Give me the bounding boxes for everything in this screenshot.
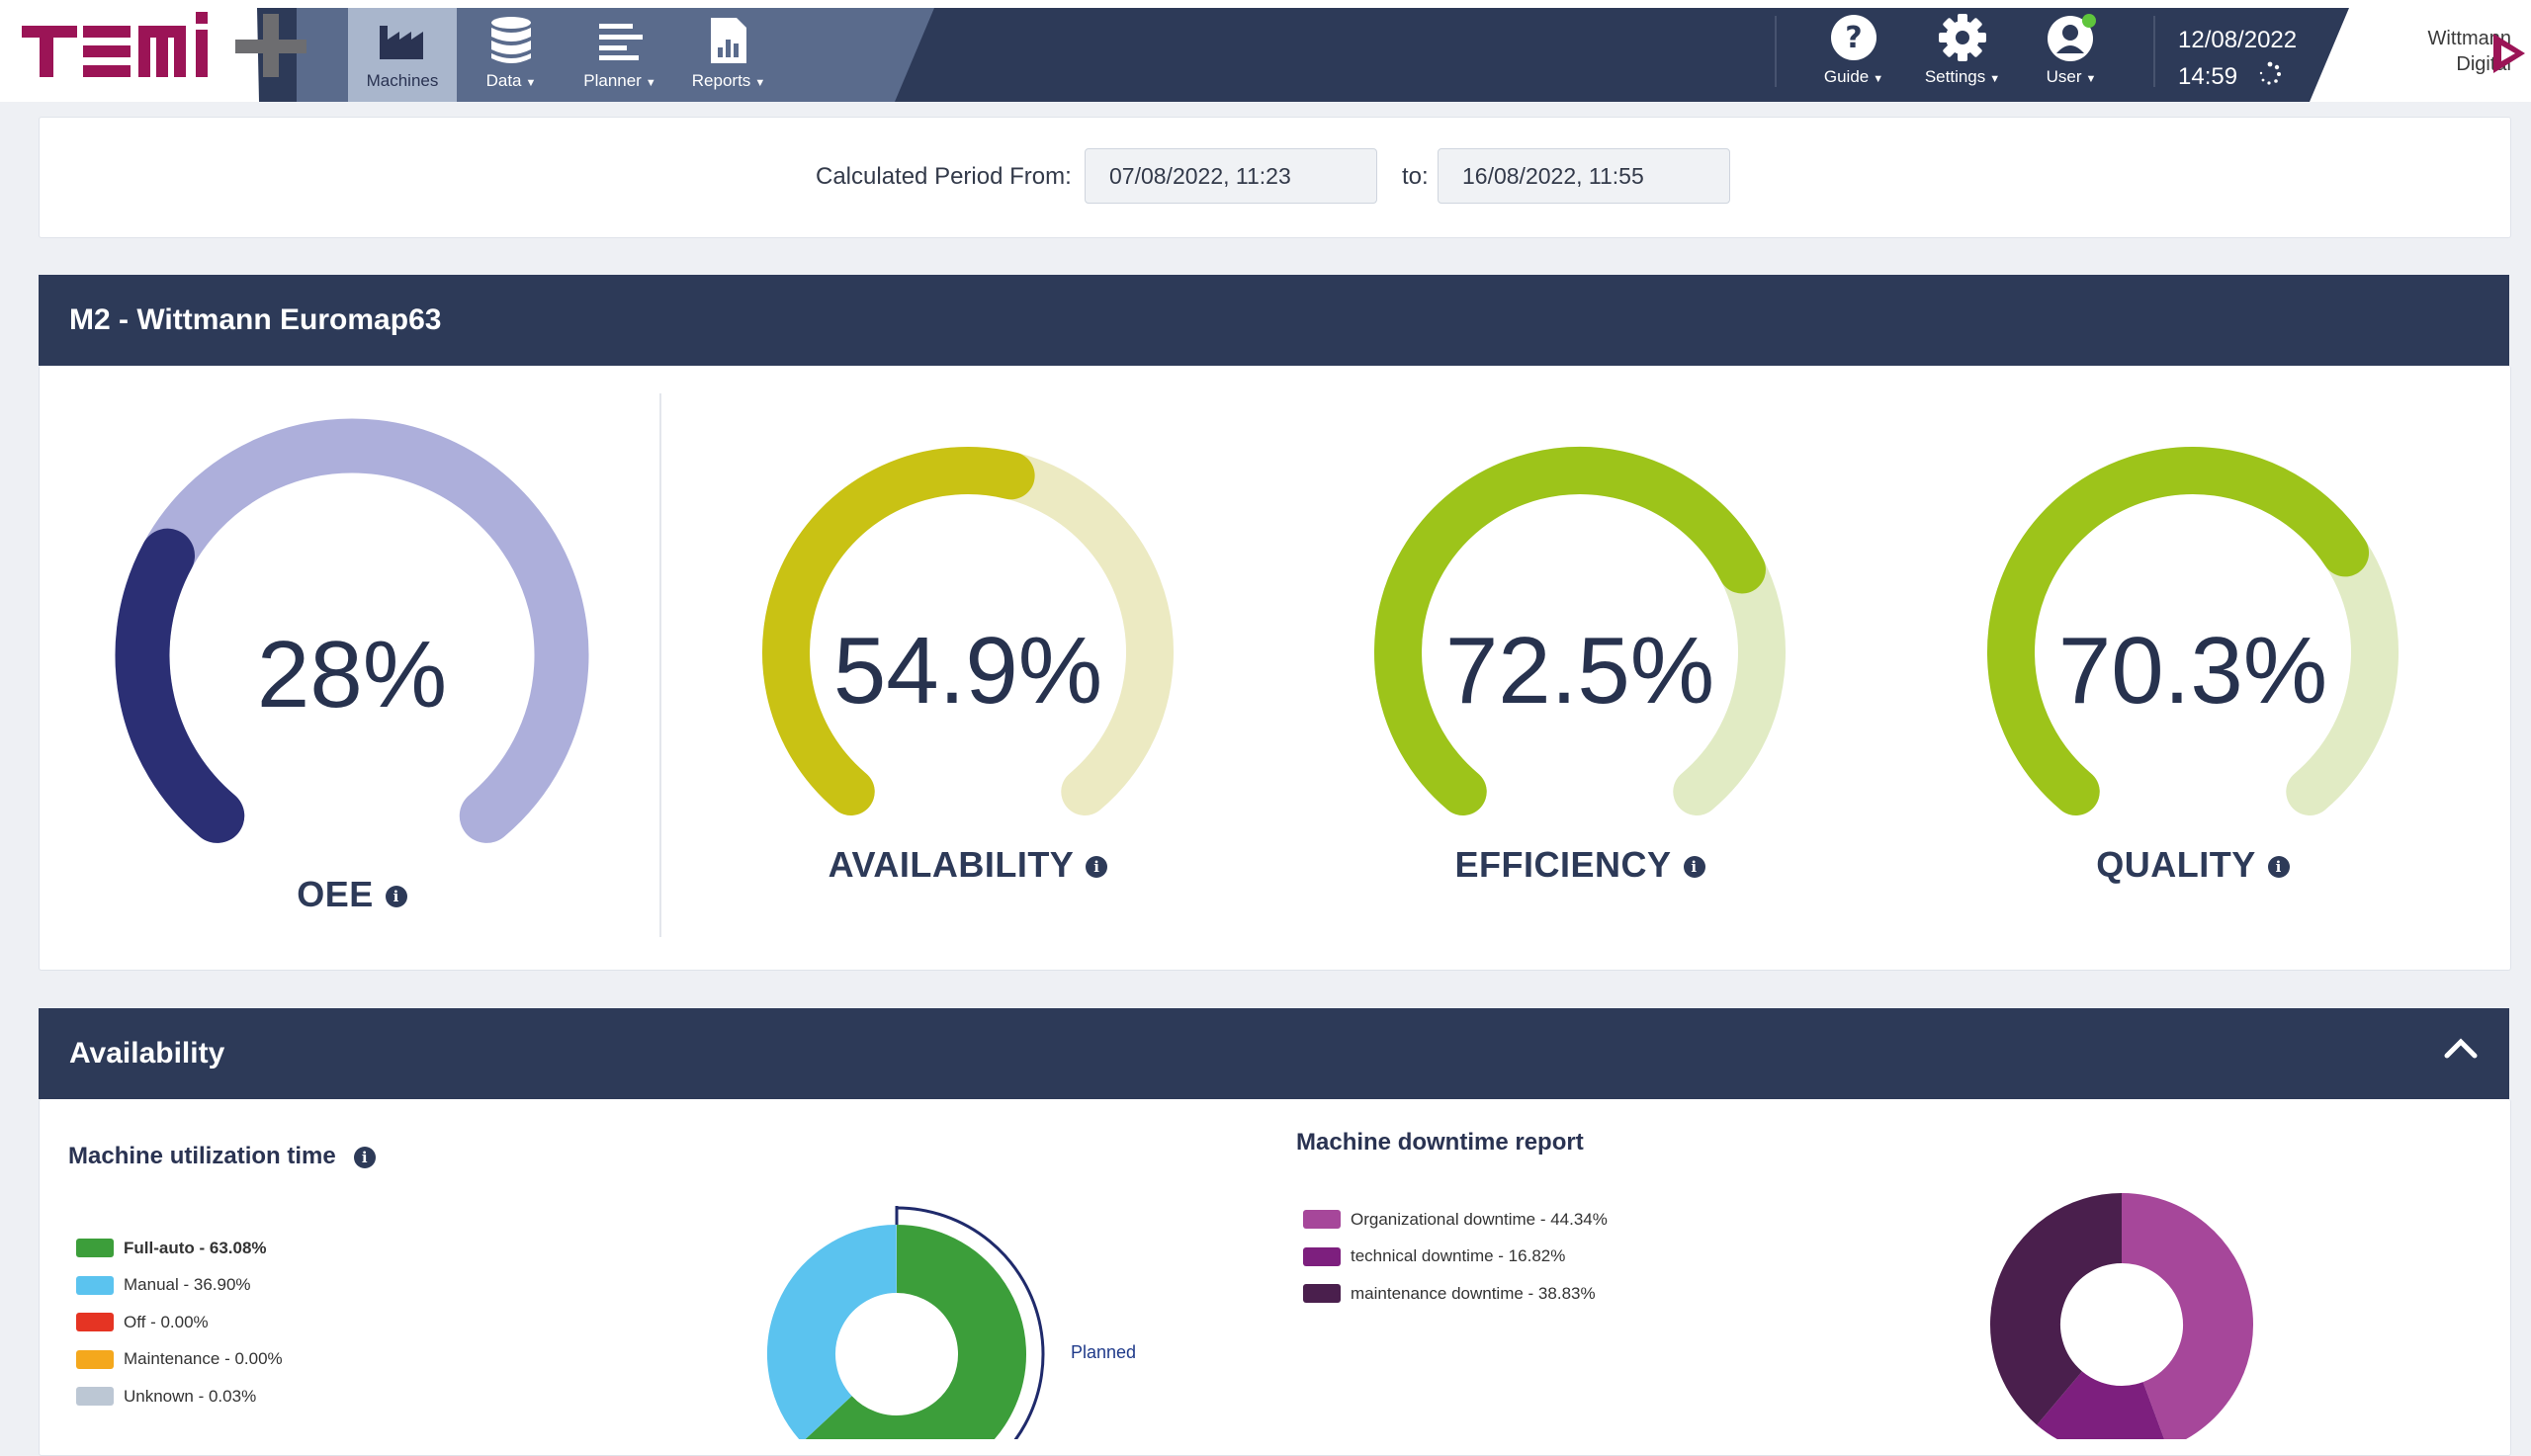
nav-reports-label: Reports [692, 71, 751, 90]
legend-swatch [76, 1276, 114, 1295]
nav-user-label: User [2047, 67, 2082, 86]
legend-item-organizational[interactable]: Organizational downtime - 44.34% [1303, 1201, 1608, 1239]
period-from-label: Calculated Period From: [816, 163, 1072, 191]
planner-icon [597, 12, 643, 69]
oee-label-text: OEE [297, 874, 374, 914]
kpi-divider [659, 393, 661, 937]
machine-header: M2 - Wittmann Euromap63 [39, 275, 2509, 366]
database-icon [489, 12, 533, 69]
legend-item-unknown[interactable]: Unknown - 0.03% [76, 1378, 283, 1415]
availability-header[interactable]: Availability [39, 1008, 2509, 1099]
availability-section-title: Availability [69, 1037, 224, 1071]
legend-item-label: Maintenance - 0.00% [124, 1349, 283, 1369]
nav-user[interactable]: User▼ [2022, 8, 2121, 102]
user-icon [2045, 8, 2098, 67]
report-icon [709, 12, 748, 69]
clock-date: 12/08/2022 [2178, 22, 2297, 58]
nav-data-label: Data [486, 71, 522, 90]
clock-separator [2153, 16, 2155, 87]
gear-icon [1938, 8, 1987, 67]
oee-label: OEE i [105, 874, 599, 915]
legend-item-label: Unknown - 0.03% [124, 1387, 256, 1407]
machine-title: M2 - Wittmann Euromap63 [69, 303, 441, 337]
efficiency-info-icon[interactable]: i [1684, 856, 1705, 878]
legend-item-off[interactable]: Off - 0.00% [76, 1304, 283, 1341]
legend-item-maintenance[interactable]: Maintenance - 0.00% [76, 1341, 283, 1379]
nav-planner-label: Planner [583, 71, 642, 90]
legend-swatch [1303, 1284, 1341, 1303]
question-icon: ? [1829, 8, 1878, 67]
clock: 12/08/2022 14:59 [2178, 22, 2297, 96]
nav-guide-label: Guide [1824, 67, 1869, 86]
nav-machines-label: Machines [367, 71, 439, 91]
legend-swatch [76, 1239, 114, 1257]
utilization-title: Machine utilization time i [68, 1143, 376, 1170]
nav-settings-label: Settings [1925, 67, 1985, 86]
legend-item-label: Manual - 36.90% [124, 1275, 251, 1295]
period-from-input[interactable] [1085, 148, 1377, 204]
efficiency-label-text: EFFICIENCY [1454, 844, 1671, 885]
legend-item-label: Organizational downtime - 44.34% [1351, 1210, 1608, 1230]
legend-swatch [1303, 1210, 1341, 1229]
nav-reports[interactable]: Reports▼ [674, 8, 783, 102]
period-to-input[interactable] [1438, 148, 1730, 204]
availability-info-icon[interactable]: i [1086, 856, 1107, 878]
wittmann-play-icon [2489, 30, 2529, 77]
legend-swatch [76, 1387, 114, 1406]
nav-settings[interactable]: Settings▼ [1913, 8, 2012, 102]
availability-label: AVAILABILITY i [721, 844, 1215, 886]
quality-info-icon[interactable]: i [2268, 856, 2290, 878]
efficiency-label: EFFICIENCY i [1333, 844, 1827, 886]
quality-value: 70.3% [1946, 617, 2440, 726]
availability-card [39, 1099, 2511, 1456]
utilization-info-icon[interactable]: i [354, 1147, 376, 1168]
quality-label: QUALITY i [1946, 844, 2440, 886]
nav-data[interactable]: Data▼ [457, 8, 566, 102]
clock-time: 14:59 [2178, 63, 2237, 90]
legend-swatch [76, 1350, 114, 1369]
legend-item-label: maintenance downtime - 38.83% [1351, 1284, 1596, 1304]
legend-item-label: Off - 0.00% [124, 1313, 209, 1332]
utilization-legend: Full-auto - 63.08% Manual - 36.90% Off -… [76, 1230, 283, 1415]
temi-logo[interactable] [18, 8, 334, 92]
nav-planner[interactable]: Planner▼ [566, 8, 674, 102]
nav-machines[interactable]: Machines [348, 8, 457, 102]
legend-item-manual[interactable]: Manual - 36.90% [76, 1267, 283, 1305]
oee-info-icon[interactable]: i [386, 886, 407, 907]
nav-separator [1775, 16, 1777, 87]
planned-label: Planned [1071, 1342, 1136, 1363]
period-card: Calculated Period From: to: [39, 117, 2511, 238]
period-to-label: to: [1402, 163, 1429, 191]
efficiency-value: 72.5% [1333, 617, 1827, 726]
availability-value: 54.9% [721, 617, 1215, 726]
legend-item-maintenance-downtime[interactable]: maintenance downtime - 38.83% [1303, 1275, 1608, 1313]
legend-item-label: Full-auto - 63.08% [124, 1239, 267, 1258]
nav-guide[interactable]: ? Guide▼ [1804, 8, 1903, 102]
downtime-title: Machine downtime report [1296, 1129, 1584, 1156]
oee-value: 28% [105, 621, 599, 729]
availability-label-text: AVAILABILITY [829, 844, 1075, 885]
svg-text:?: ? [1845, 21, 1862, 55]
top-bar: Machines Data▼ Planner▼ Reports▼ ? Guide… [0, 0, 2531, 102]
loading-spinner-icon [2258, 59, 2282, 96]
legend-swatch [1303, 1247, 1341, 1266]
legend-item-label: technical downtime - 16.82% [1351, 1246, 1565, 1266]
downtime-legend: Organizational downtime - 44.34% technic… [1303, 1201, 1608, 1313]
legend-swatch [76, 1313, 114, 1331]
legend-item-technical[interactable]: technical downtime - 16.82% [1303, 1239, 1608, 1276]
factory-icon [378, 12, 427, 69]
utilization-title-text: Machine utilization time [68, 1143, 336, 1169]
chevron-up-icon[interactable] [2444, 1036, 2478, 1060]
quality-label-text: QUALITY [2096, 844, 2256, 885]
legend-item-full-auto[interactable]: Full-auto - 63.08% [76, 1230, 283, 1267]
